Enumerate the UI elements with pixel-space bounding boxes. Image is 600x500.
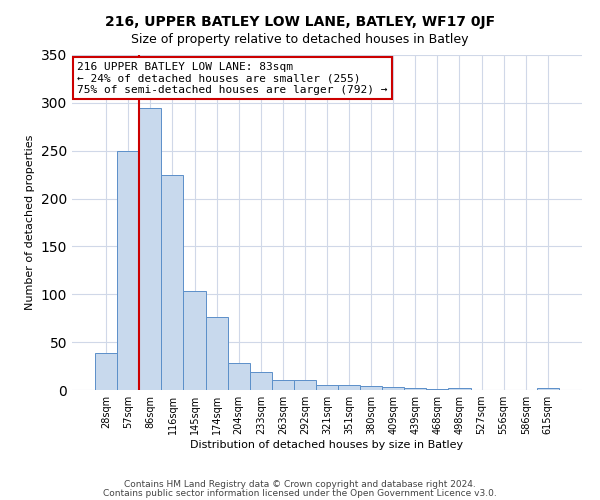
Text: 216, UPPER BATLEY LOW LANE, BATLEY, WF17 0JF: 216, UPPER BATLEY LOW LANE, BATLEY, WF17… bbox=[105, 15, 495, 29]
Bar bbox=[294, 380, 316, 390]
Bar bbox=[360, 386, 382, 390]
Text: Size of property relative to detached houses in Batley: Size of property relative to detached ho… bbox=[131, 32, 469, 46]
Bar bbox=[139, 108, 161, 390]
X-axis label: Distribution of detached houses by size in Batley: Distribution of detached houses by size … bbox=[190, 440, 464, 450]
Y-axis label: Number of detached properties: Number of detached properties bbox=[25, 135, 35, 310]
Bar bbox=[338, 385, 360, 390]
Bar bbox=[117, 150, 139, 390]
Text: 216 UPPER BATLEY LOW LANE: 83sqm
← 24% of detached houses are smaller (255)
75% : 216 UPPER BATLEY LOW LANE: 83sqm ← 24% o… bbox=[77, 62, 388, 95]
Bar bbox=[404, 388, 427, 390]
Bar bbox=[227, 363, 250, 390]
Text: Contains public sector information licensed under the Open Government Licence v3: Contains public sector information licen… bbox=[103, 488, 497, 498]
Bar bbox=[427, 389, 448, 390]
Bar bbox=[448, 388, 470, 390]
Bar bbox=[161, 174, 184, 390]
Bar bbox=[250, 372, 272, 390]
Text: Contains HM Land Registry data © Crown copyright and database right 2024.: Contains HM Land Registry data © Crown c… bbox=[124, 480, 476, 489]
Bar bbox=[95, 352, 117, 390]
Bar bbox=[316, 385, 338, 390]
Bar bbox=[184, 292, 206, 390]
Bar bbox=[206, 318, 227, 390]
Bar bbox=[537, 388, 559, 390]
Bar bbox=[272, 380, 294, 390]
Bar bbox=[382, 387, 404, 390]
